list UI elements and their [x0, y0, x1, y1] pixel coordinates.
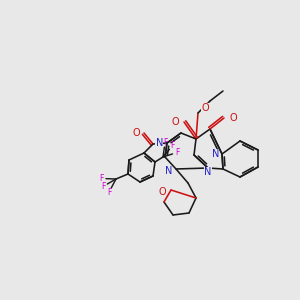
- Text: O: O: [171, 117, 179, 127]
- Text: F: F: [107, 188, 111, 197]
- Text: F: F: [175, 148, 179, 157]
- Text: O: O: [132, 128, 140, 138]
- Text: N: N: [212, 149, 219, 159]
- Text: F: F: [99, 174, 103, 183]
- Text: O: O: [201, 103, 208, 113]
- Text: N: N: [156, 138, 163, 148]
- Text: F: F: [163, 138, 167, 147]
- Text: N: N: [204, 167, 212, 177]
- Text: F: F: [101, 182, 105, 191]
- Text: F: F: [170, 141, 175, 150]
- Text: O: O: [229, 113, 237, 123]
- Text: O: O: [158, 187, 166, 197]
- Text: N: N: [165, 166, 172, 176]
